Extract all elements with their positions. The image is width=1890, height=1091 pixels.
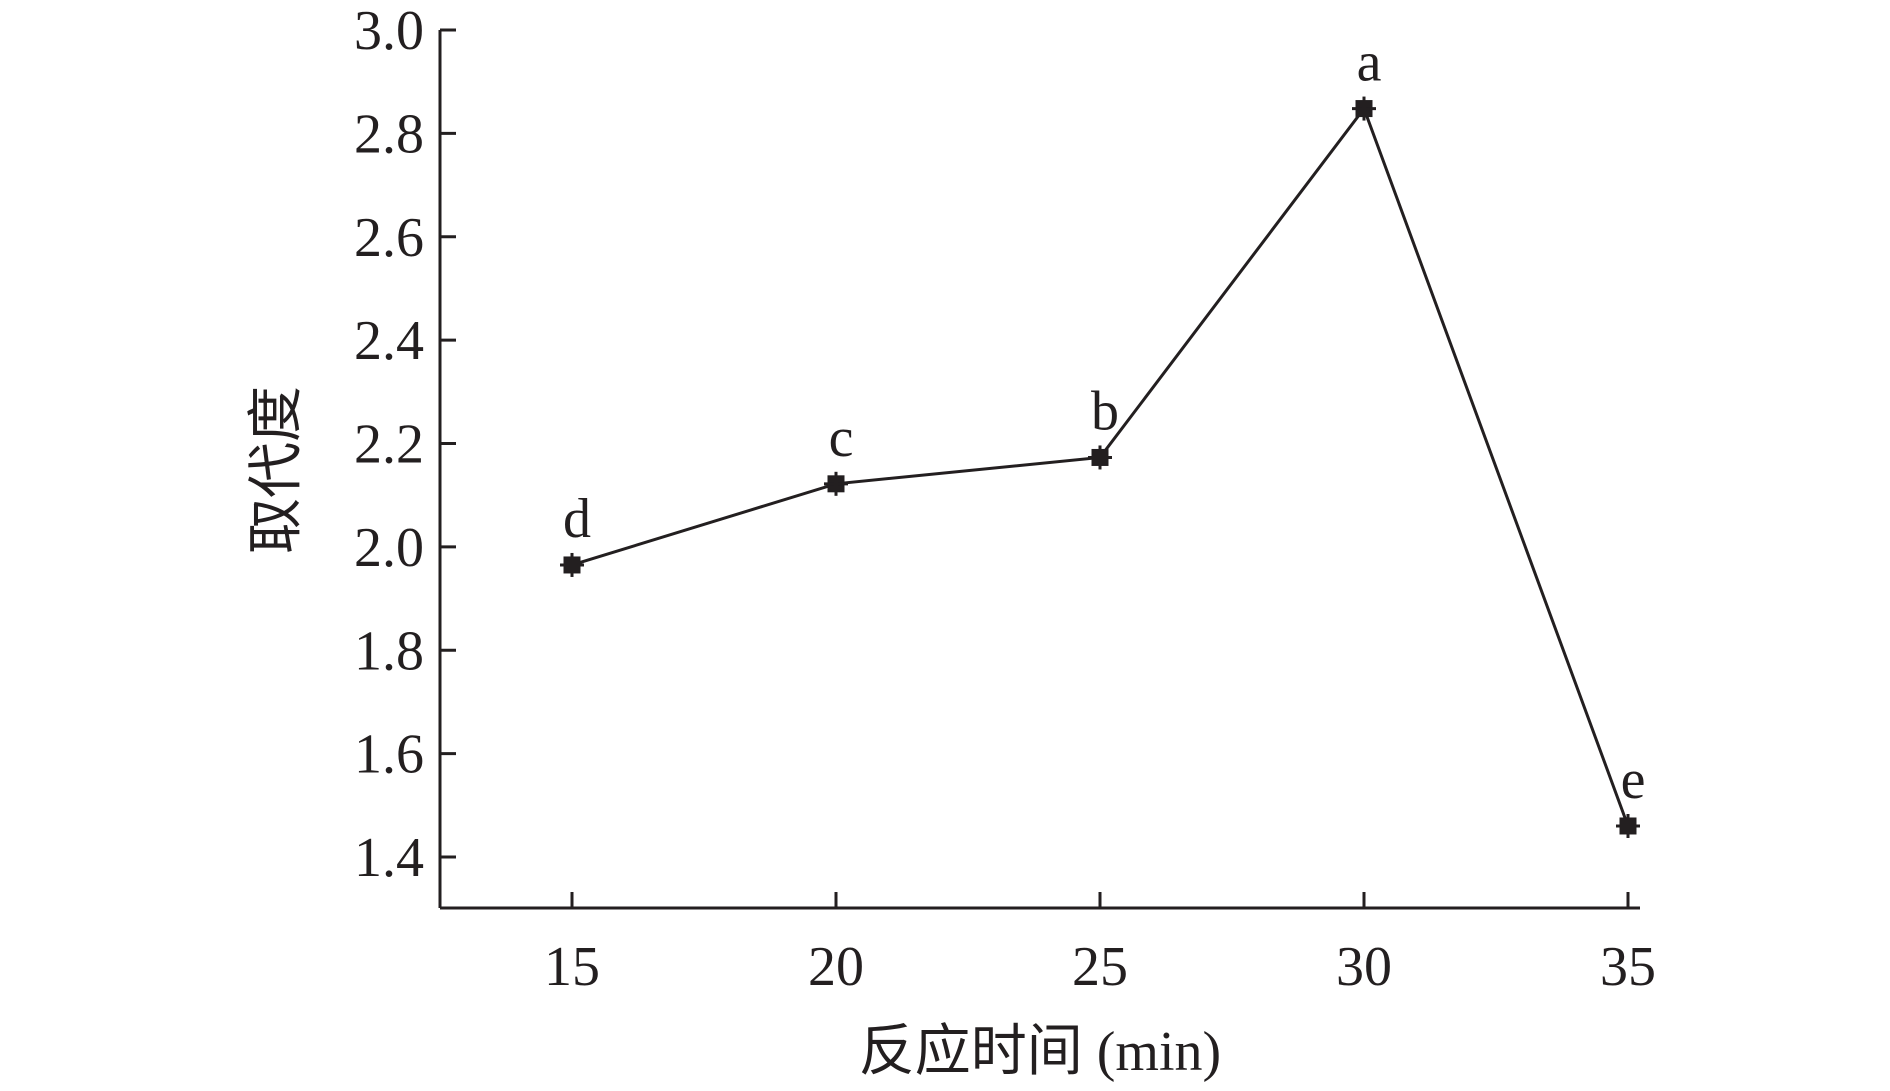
data-point-label: d [563, 488, 591, 550]
x-axis: 15 20 25 30 35 反应时间 (min) [440, 892, 1656, 1083]
y-tick-label: 2.4 [354, 310, 424, 372]
data-point [1088, 445, 1112, 470]
data-point [824, 471, 848, 496]
y-tick-label: 2.2 [354, 414, 424, 476]
x-tick-label: 25 [1072, 936, 1128, 998]
data-point [560, 552, 584, 577]
y-tick-label: 1.8 [354, 620, 424, 682]
y-tick-label: 1.4 [354, 827, 424, 889]
plot-series: d c b a e [560, 32, 1645, 838]
x-tick-label: 20 [808, 936, 864, 998]
data-point [1352, 96, 1376, 121]
data-point-label: b [1091, 380, 1119, 442]
y-axis-ticks: 1.4 1.6 1.8 2.0 2.2 2.4 2.6 2.8 3.0 [354, 0, 456, 889]
data-point-label: c [829, 407, 854, 469]
x-tick-label: 15 [544, 936, 600, 998]
x-tick-label: 30 [1336, 936, 1392, 998]
data-point-label: a [1357, 32, 1382, 94]
y-tick-label: 3.0 [354, 0, 424, 62]
y-tick-label: 2.8 [354, 103, 424, 165]
data-point [1616, 813, 1640, 838]
y-axis: 1.4 1.6 1.8 2.0 2.2 2.4 2.6 2.8 3.0 取代度 [246, 0, 456, 908]
x-axis-title: 反应时间 (min) [859, 1021, 1221, 1083]
y-tick-label: 2.0 [354, 517, 424, 579]
y-tick-label: 2.6 [354, 207, 424, 269]
y-axis-title: 取代度 [246, 386, 308, 554]
x-tick-label: 35 [1600, 936, 1656, 998]
y-tick-label: 1.6 [354, 724, 424, 786]
data-point-label: e [1621, 749, 1646, 811]
x-axis-ticks: 15 20 25 30 35 [544, 892, 1656, 998]
